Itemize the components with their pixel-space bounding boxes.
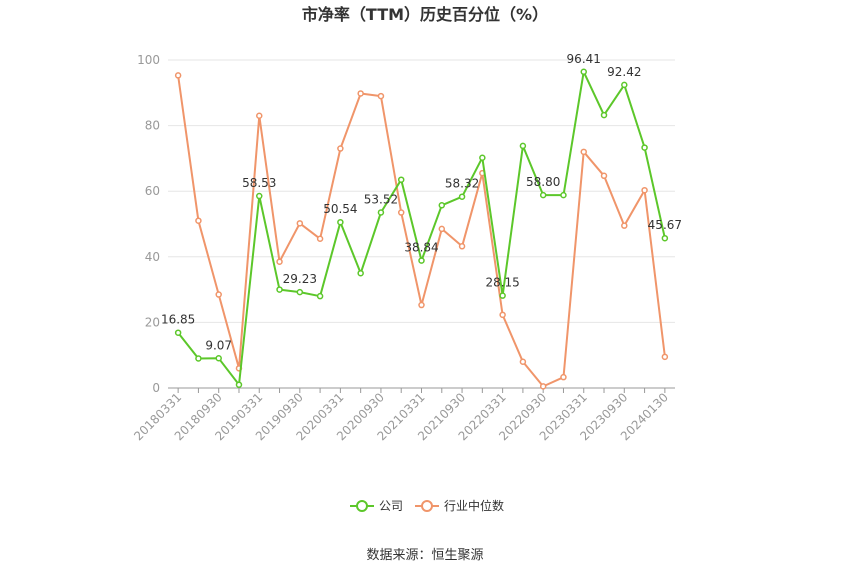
data-label: 16.85 <box>161 313 195 327</box>
data-point <box>661 353 669 361</box>
data-point <box>256 192 263 200</box>
data-point <box>580 68 587 76</box>
data-label: 45.67 <box>648 218 682 232</box>
legend-item-0[interactable]: 公司 <box>350 499 403 513</box>
data-point <box>397 176 405 183</box>
data-point <box>539 383 547 390</box>
legend-label: 行业中位数 <box>444 498 504 513</box>
data-point <box>458 243 466 250</box>
data-point <box>357 90 364 97</box>
data-point <box>560 191 567 199</box>
data-point <box>519 358 527 366</box>
data-label: 38.84 <box>404 241 438 255</box>
legend-marker <box>421 500 433 512</box>
data-label: 29.23 <box>283 272 317 286</box>
data-point <box>458 193 466 200</box>
data-point <box>357 269 364 277</box>
data-point <box>621 222 628 229</box>
data-point <box>337 145 344 152</box>
data-point <box>519 142 527 150</box>
data-point <box>215 355 222 362</box>
data-label: 58.80 <box>526 175 560 189</box>
y-tick-label: 20 <box>145 315 160 329</box>
data-label: 96.41 <box>567 52 601 66</box>
data-point <box>174 329 182 336</box>
data-point <box>641 144 648 151</box>
data-point <box>621 81 628 89</box>
data-labels: 16.85 9.07 58.53 29.23 50.54 53.52 38.84 58.32 2… <box>161 52 682 352</box>
legend-marker <box>356 500 368 512</box>
data-label: 92.42 <box>607 65 641 79</box>
data-point <box>600 111 608 119</box>
data-point <box>479 154 486 161</box>
y-tick-label: 80 <box>145 119 160 133</box>
data-point <box>276 286 283 293</box>
data-point <box>256 112 263 120</box>
data-point <box>539 191 547 199</box>
data-label: 50.54 <box>323 202 357 216</box>
legend-label: 公司 <box>379 499 403 513</box>
data-point <box>397 209 405 216</box>
series-layer <box>174 68 669 390</box>
data-point <box>377 92 385 100</box>
data-point <box>499 311 506 319</box>
chart-title: 市净率（TTM）历史百分位（%） <box>302 5 548 24</box>
data-label: 58.53 <box>242 176 276 190</box>
data-point <box>661 234 669 242</box>
data-point <box>438 225 446 233</box>
data-point <box>195 355 202 362</box>
data-label: 58.32 <box>445 177 479 191</box>
data-point <box>580 148 587 156</box>
data-point <box>418 257 425 264</box>
grid <box>168 59 675 323</box>
data-point <box>235 381 243 388</box>
data-label: 9.07 <box>205 338 232 352</box>
data-point <box>641 186 648 194</box>
data-point <box>337 218 344 226</box>
y-tick-label: 40 <box>145 250 160 264</box>
data-point <box>418 301 425 309</box>
data-label: 53.52 <box>364 192 398 206</box>
data-point <box>276 258 283 265</box>
data-point <box>560 373 567 381</box>
legend[interactable]: 公司 行业中位数 <box>350 498 504 513</box>
data-point <box>316 292 324 300</box>
y-tick-label: 60 <box>145 184 160 198</box>
y-axis: 0 20 40 60 80 100 <box>137 53 160 395</box>
data-point <box>600 172 608 180</box>
data-point <box>195 217 202 224</box>
data-point <box>215 291 222 298</box>
x-axis: 2018033120180930201903312019093020200331… <box>131 387 675 443</box>
data-label: 28.15 <box>485 276 519 290</box>
series-line-1 <box>177 75 666 388</box>
y-tick-label: 100 <box>137 53 160 67</box>
data-point <box>296 288 304 296</box>
data-point <box>438 202 446 209</box>
y-tick-label: 0 <box>152 381 160 395</box>
data-point <box>499 292 506 299</box>
data-point <box>174 72 182 79</box>
data-point <box>296 220 304 227</box>
data-point <box>316 235 324 243</box>
legend-item-1[interactable]: 行业中位数 <box>415 498 504 513</box>
source-note: 数据来源：恒生聚源 <box>366 548 483 563</box>
data-point <box>377 209 385 216</box>
